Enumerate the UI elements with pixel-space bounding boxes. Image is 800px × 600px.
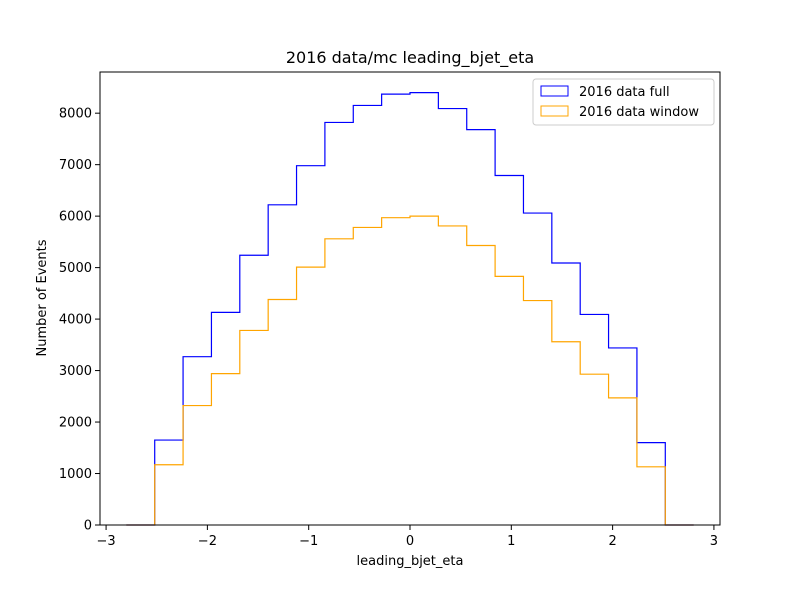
y-axis-ticks: 0 1000 2000 3000 4000 5000 6000 7000 8000 xyxy=(59,107,100,534)
y-tick-label: 3000 xyxy=(59,364,92,379)
x-tick-label: −2 xyxy=(198,534,217,549)
y-tick-label: 8000 xyxy=(59,107,92,122)
legend-box xyxy=(532,78,715,126)
series-line-1 xyxy=(126,215,694,526)
series-layer xyxy=(126,91,694,526)
y-tick-label: 1000 xyxy=(59,467,92,482)
y-axis-label: Number of Events xyxy=(35,239,50,356)
series-line-0 xyxy=(126,91,694,526)
legend-swatch-window xyxy=(540,105,569,117)
legend-label-window: 2016 data window xyxy=(579,105,699,120)
y-tick-label: 0 xyxy=(84,519,92,534)
y-tick-label: 6000 xyxy=(59,210,92,225)
y-tick-label: 4000 xyxy=(59,313,92,328)
x-tick-label: 1 xyxy=(507,534,515,549)
y-tick-label: 2000 xyxy=(59,416,92,431)
x-tick-label: −3 xyxy=(96,534,115,549)
chart-title: 2016 data/mc leading_bjet_eta xyxy=(286,48,534,68)
y-tick-label: 5000 xyxy=(59,261,92,276)
legend-label-full: 2016 data full xyxy=(579,85,670,100)
y-tick-label: 7000 xyxy=(59,158,92,173)
x-axis-ticks: −3 −2 −1 0 1 2 3 xyxy=(96,525,718,549)
legend: 2016 data full 2016 data window xyxy=(532,78,715,126)
x-axis-label: leading_bjet_eta xyxy=(357,554,464,569)
legend-swatch-full xyxy=(540,85,569,97)
x-tick-label: 2 xyxy=(608,534,616,549)
x-tick-label: 0 xyxy=(406,534,414,549)
x-tick-label: 3 xyxy=(710,534,718,549)
x-tick-label: −1 xyxy=(299,534,318,549)
